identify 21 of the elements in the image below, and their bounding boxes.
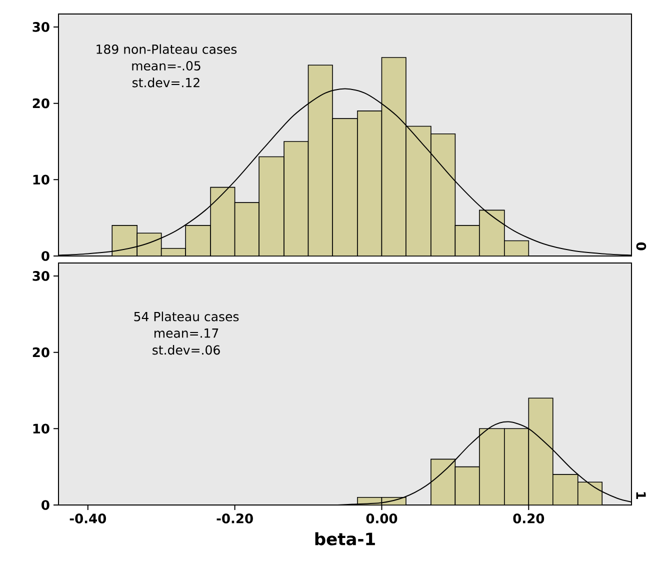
y-tick-label: 20 [32, 347, 50, 358]
y-tick-label: 30 [32, 22, 50, 32]
text: 1 [636, 492, 646, 499]
annotation: st.dev=.12 [132, 78, 200, 88]
annotation: mean=-.05 [132, 61, 200, 71]
x-axis-title: beta-1 [315, 532, 375, 546]
y-tick-label: 10 [33, 424, 50, 434]
y-tick-label: 0 [42, 500, 50, 510]
annotation: 189 non-Plateau cases [96, 44, 237, 54]
y-tick-label: 20 [32, 98, 50, 108]
x-tick-label: -0.20 [216, 514, 253, 524]
text: 0 [636, 242, 646, 250]
x-tick-label: 0.20 [513, 514, 544, 524]
annotation: mean=.17 [154, 328, 218, 338]
y-tick-label: 10 [33, 174, 50, 185]
x-tick-label: -0.40 [70, 514, 106, 524]
annotation: st.dev=.06 [152, 345, 220, 355]
y-tick-label: 30 [32, 271, 50, 281]
annotation: 54 Plateau cases [134, 312, 239, 322]
x-tick-label: 0.00 [366, 514, 398, 524]
y-tick-label: 0 [42, 251, 50, 261]
